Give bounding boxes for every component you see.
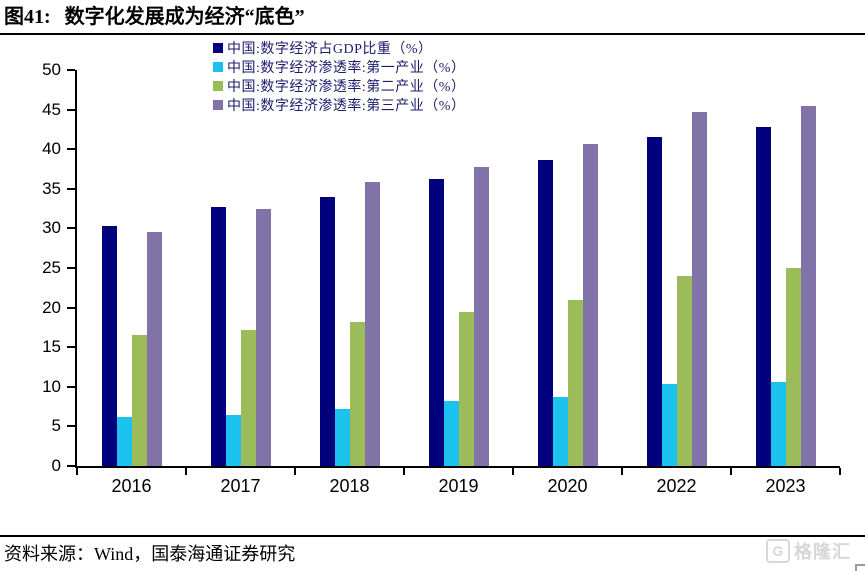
bar-series2-2016 (131, 334, 147, 466)
y-axis-label: 25 (42, 258, 61, 277)
x-axis-tick (621, 468, 623, 475)
y-axis-tick (67, 306, 75, 309)
legend-label: 中国:数字经济渗透率:第二产业（%） (227, 80, 466, 95)
legend-label: 中国:数字经济占GDP比重（%） (227, 42, 433, 57)
y-axis-tick (67, 385, 75, 388)
bar-series0-2019 (428, 179, 444, 466)
x-axis-label-2016: 2016 (111, 476, 152, 496)
x-axis-tick (839, 468, 841, 475)
y-axis-label: 5 (51, 416, 61, 436)
bar-series1-2020 (552, 397, 568, 466)
legend-label: 中国:数字经济渗透率:第一产业（%） (227, 61, 466, 76)
chart-legend: 中国:数字经济占GDP比重（%） 中国:数字经济渗透率:第一产业（%） 中国:数字经… (213, 39, 465, 114)
x-axis-tick (730, 468, 732, 475)
bar-series3-2016 (146, 231, 162, 466)
bar-series3-2017 (255, 208, 271, 466)
bar-series1-2022 (661, 383, 677, 466)
bar-series3-2022 (691, 111, 707, 466)
legend-item-1: 中国:数字经济渗透率:第一产业（%） (213, 58, 465, 76)
y-axis-tick (67, 425, 75, 428)
legend-item-3: 中国:数字经济渗透率:第三产业（%） (213, 96, 465, 114)
y-axis-tick (67, 108, 75, 111)
bar-series0-2022 (646, 137, 662, 466)
x-axis-tick (403, 468, 405, 475)
x-axis-label-2018: 2018 (329, 476, 370, 496)
bar-series1-2019 (443, 401, 459, 466)
y-axis-label: 50 (42, 60, 61, 79)
watermark-label: 格隆汇 (794, 542, 851, 562)
y-axis-label: 40 (42, 139, 61, 159)
bar-series0-2020 (537, 160, 553, 466)
bar-series2-2022 (676, 275, 692, 466)
bar-series1-2016 (116, 416, 132, 466)
bar-group-2016 (77, 70, 186, 466)
footer-divider (0, 535, 865, 537)
legend-swatch-icon (213, 100, 223, 110)
bar-series1-2023 (770, 382, 786, 466)
x-axis-label-2020: 2020 (547, 476, 588, 496)
bar-series0-2018 (319, 196, 335, 466)
y-axis-label: 30 (42, 218, 61, 238)
bar-chart: 中国:数字经济占GDP比重（%） 中国:数字经济渗透率:第一产业（%） 中国:数字经… (0, 36, 865, 535)
title-divider (0, 33, 865, 35)
bar-group-2018 (295, 70, 404, 466)
y-axis-label: 15 (42, 337, 61, 357)
figure-title-row: 图41: 数字化发展成为经济“底色” (4, 3, 861, 31)
y-axis-tick (67, 227, 75, 230)
plot-area: 0 5 10 15 20 25 30 35 40 45 50 2016 2017 2018 2019 2020… (42, 61, 841, 496)
y-axis-label: 35 (42, 178, 61, 198)
x-axis-tick (76, 468, 78, 475)
bar-series2-2017 (240, 329, 256, 466)
bar-series2-2018 (349, 321, 365, 466)
x-axis-label-2017: 2017 (220, 476, 261, 496)
legend-swatch-icon (213, 43, 223, 53)
y-axis-tick (67, 346, 75, 349)
y-axis-label: 0 (51, 456, 61, 475)
legend-swatch-icon (213, 62, 223, 72)
bar-series0-2017 (210, 207, 226, 466)
bar-series2-2020 (567, 299, 583, 466)
bar-series3-2019 (473, 166, 489, 466)
bar-series1-2018 (334, 408, 350, 466)
y-axis-label: 10 (42, 376, 61, 396)
y-axis-label: 20 (42, 297, 61, 317)
x-axis-label-2023: 2023 (765, 476, 806, 496)
bar-series2-2019 (458, 311, 474, 466)
legend-swatch-icon (213, 81, 223, 91)
legend-label: 中国:数字经济渗透率:第三产业（%） (227, 99, 466, 114)
bar-group-2019 (404, 70, 513, 466)
bar-series3-2020 (582, 143, 598, 466)
y-axis-tick (67, 267, 75, 269)
gelonghui-logo-icon: G (766, 539, 790, 563)
x-axis-tick (293, 468, 296, 475)
bar-group-2017 (186, 70, 295, 466)
bar-series1-2017 (225, 415, 241, 466)
legend-item-2: 中国:数字经济渗透率:第二产业（%） (213, 77, 465, 95)
bar-group-2023 (731, 70, 840, 466)
legend-item-0: 中国:数字经济占GDP比重（%） (213, 39, 465, 57)
gelonghui-watermark: G 格隆汇 (766, 538, 851, 564)
y-axis-tick (67, 69, 75, 71)
figure-number-label: 图41: (4, 6, 51, 28)
bar-series2-2023 (785, 268, 801, 466)
y-axis-tick (67, 148, 75, 151)
x-axis-label-2019: 2019 (438, 476, 479, 496)
bar-group-2022 (622, 70, 731, 466)
bar-series0-2023 (755, 127, 771, 466)
bar-group-2020 (513, 70, 622, 466)
x-axis-label-2022: 2022 (656, 476, 697, 496)
y-axis-tick (67, 187, 75, 190)
bar-series3-2018 (364, 181, 380, 466)
bar-series0-2016 (101, 226, 117, 466)
y-axis-label: 45 (42, 99, 61, 119)
figure-title: 数字化发展成为经济“底色” (64, 6, 305, 28)
x-axis-tick (184, 468, 187, 475)
data-source: 资料来源：Wind，国泰海通证券研究 (4, 544, 296, 564)
y-axis-tick (67, 465, 75, 467)
bar-series3-2023 (800, 105, 816, 466)
corner-mark (855, 564, 865, 571)
x-axis-tick (511, 468, 514, 475)
